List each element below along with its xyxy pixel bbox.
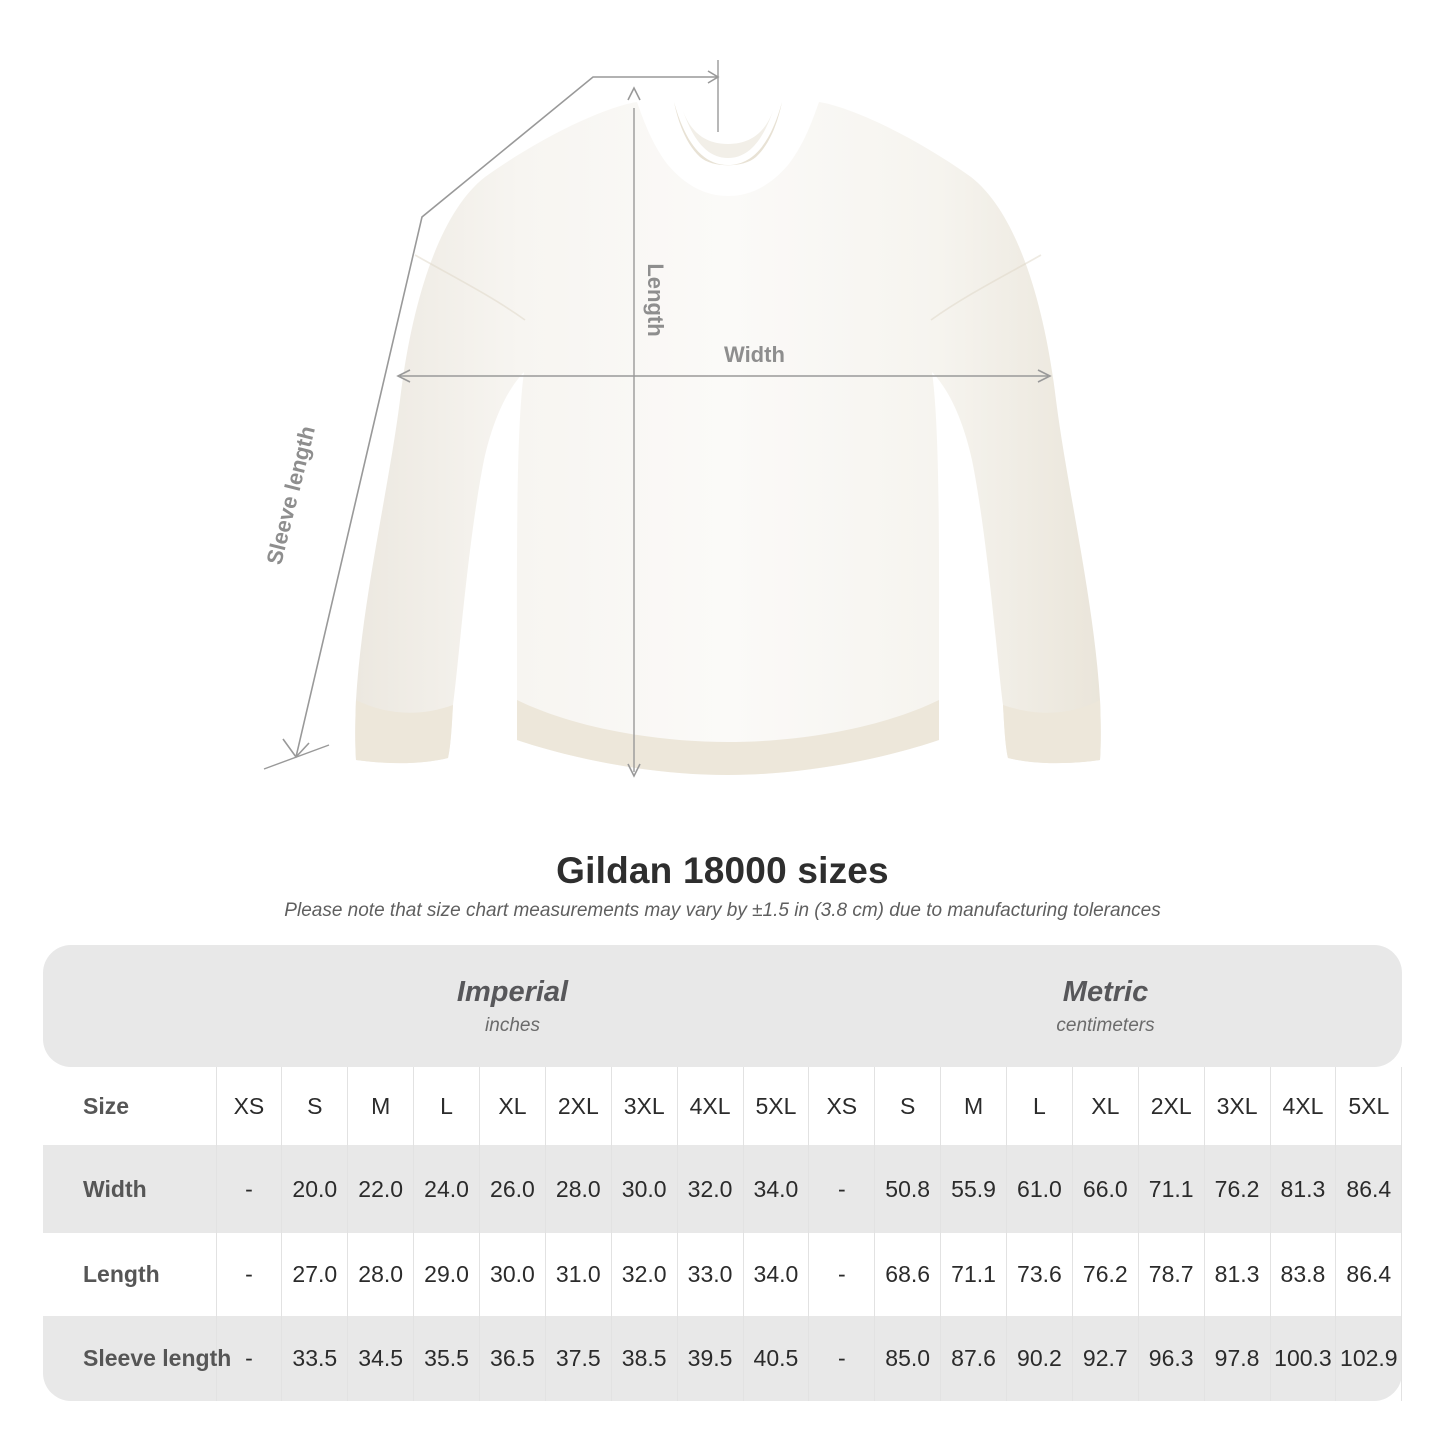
svg-text:Length: Length: [643, 263, 668, 336]
svg-text:Width: Width: [724, 342, 785, 367]
svg-text:Sleeve length: Sleeve length: [261, 423, 320, 567]
